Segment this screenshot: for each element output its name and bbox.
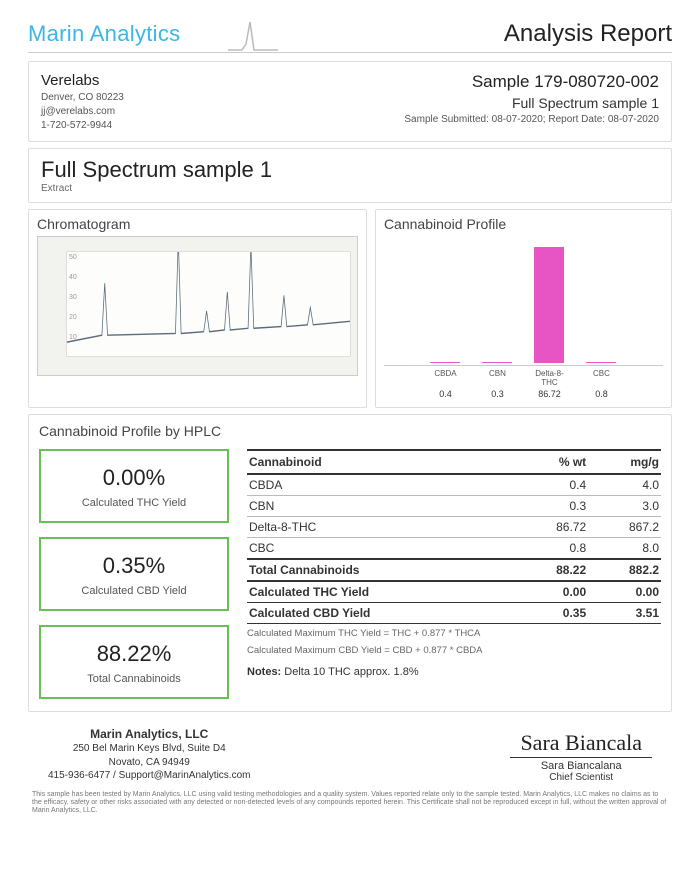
bar-cbn	[482, 362, 512, 363]
panels-row: Chromatogram 50 40 30 20 10 Cannabinoid …	[28, 209, 672, 408]
sample-info: Sample 179-080720-002 Full Spectrum samp…	[404, 70, 659, 133]
client-city: Denver, CO 80223	[41, 91, 124, 105]
sample-title: Full Spectrum sample 1	[41, 157, 659, 183]
signer-title: Chief Scientist	[510, 772, 652, 783]
col-wt: % wt	[515, 450, 588, 474]
table-column: Cannabinoid % wt mg/g CBDA0.44.0CBN0.33.…	[247, 449, 661, 699]
report-header: Marin Analytics Analysis Report	[28, 20, 672, 53]
lab-contact: 415-936-6477 / Support@MarinAnalytics.co…	[48, 769, 250, 783]
yield-label: Total Cannabinoids	[47, 673, 221, 685]
formula-cbd: Calculated Maximum CBD Yield = CBD + 0.8…	[247, 645, 661, 658]
report-title: Analysis Report	[504, 20, 672, 48]
lab-addr2: Novato, CA 94949	[48, 756, 250, 770]
cannabinoid-table: Cannabinoid % wt mg/g CBDA0.44.0CBN0.33.…	[247, 449, 661, 624]
lab-address: Marin Analytics, LLC 250 Bel Marin Keys …	[48, 726, 250, 783]
sample-type: Extract	[41, 183, 659, 194]
table-row: Calculated CBD Yield0.353.51	[247, 603, 661, 624]
sample-dates: Sample Submitted: 08-07-2020; Report Dat…	[404, 113, 659, 127]
sample-title-box: Full Spectrum sample 1 Extract	[28, 148, 672, 203]
profile-title: Cannabinoid Profile	[384, 216, 663, 232]
yield-percent: 88.22%	[47, 641, 221, 667]
chromatogram-title: Chromatogram	[37, 216, 358, 232]
info-box: Verelabs Denver, CO 80223 jj@verelabs.co…	[28, 61, 672, 142]
footer: Marin Analytics, LLC 250 Bel Marin Keys …	[28, 726, 672, 783]
hplc-section: Cannabinoid Profile by HPLC 0.00% Calcula…	[28, 414, 672, 712]
profile-bar-values: 0.40.386.720.8	[384, 389, 663, 399]
bar-cbc	[586, 362, 616, 363]
lab-name: Marin Analytics, LLC	[48, 726, 250, 742]
table-row: CBN0.33.0	[247, 496, 661, 517]
signature-script: Sara Biancala	[510, 730, 652, 758]
table-row: CBDA0.44.0	[247, 474, 661, 496]
col-mgg: mg/g	[588, 450, 661, 474]
brand-name: Marin Analytics	[28, 21, 180, 47]
yield-box: 88.22% Total Cannabinoids	[39, 625, 229, 699]
sample-id: Sample 179-080720-002	[404, 70, 659, 94]
bar-delta-8-thc	[534, 247, 564, 363]
col-cannabinoid: Cannabinoid	[247, 450, 515, 474]
table-row: Calculated THC Yield0.000.00	[247, 581, 661, 603]
chromatogram-box: 50 40 30 20 10	[37, 236, 358, 376]
notes: Notes: Delta 10 THC approx. 1.8%	[247, 666, 661, 678]
notes-label: Notes:	[247, 666, 281, 678]
chromatogram-panel: Chromatogram 50 40 30 20 10	[28, 209, 367, 408]
hplc-title: Cannabinoid Profile by HPLC	[39, 423, 661, 439]
yield-column: 0.00% Calculated THC Yield 0.35% Calculated…	[39, 449, 229, 699]
signer-name: Sara Biancalana	[510, 760, 652, 772]
client-email: jj@verelabs.com	[41, 105, 124, 119]
formula-thc: Calculated Maximum THC Yield = THC + 0.8…	[247, 628, 661, 641]
yield-box: 0.00% Calculated THC Yield	[39, 449, 229, 523]
yield-label: Calculated CBD Yield	[47, 585, 221, 597]
yield-label: Calculated THC Yield	[47, 497, 221, 509]
client-name: Verelabs	[41, 70, 124, 91]
bar-cbda	[430, 362, 460, 363]
header-peak-icon	[228, 20, 278, 54]
profile-bar-labels: CBDACBNDelta-8-THCCBC	[384, 369, 663, 387]
lab-addr1: 250 Bel Marin Keys Blvd, Suite D4	[48, 742, 250, 756]
table-row: Delta-8-THC86.72867.2	[247, 517, 661, 538]
signature-block: Sara Biancala Sara Biancalana Chief Scie…	[510, 730, 652, 783]
sample-name: Full Spectrum sample 1	[404, 94, 659, 114]
client-info: Verelabs Denver, CO 80223 jj@verelabs.co…	[41, 70, 124, 133]
chromatogram-plot: 50 40 30 20 10	[66, 251, 351, 357]
profile-bar-chart	[384, 236, 663, 366]
profile-panel: Cannabinoid Profile CBDACBNDelta-8-THCCB…	[375, 209, 672, 408]
client-phone: 1-720-572-9944	[41, 119, 124, 133]
yield-percent: 0.35%	[47, 553, 221, 579]
yield-percent: 0.00%	[47, 465, 221, 491]
table-row: Total Cannabinoids88.22882.2	[247, 559, 661, 581]
notes-text: Delta 10 THC approx. 1.8%	[284, 666, 418, 678]
yield-box: 0.35% Calculated CBD Yield	[39, 537, 229, 611]
table-row: CBC0.88.0	[247, 538, 661, 560]
disclaimer: This sample has been tested by Marin Ana…	[28, 791, 672, 816]
